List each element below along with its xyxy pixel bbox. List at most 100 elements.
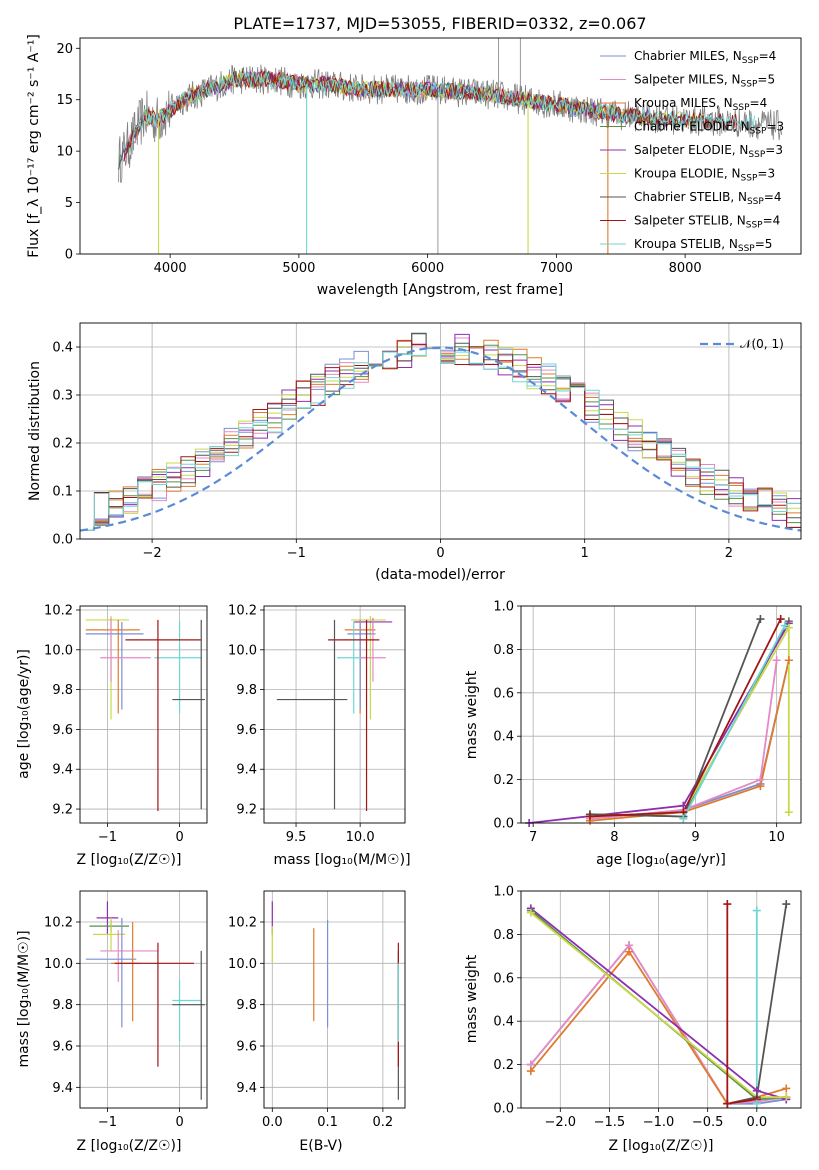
x-tick-label: 8 [610,830,618,845]
axes-frame [79,890,208,1109]
x-tick-label: 0 [436,546,444,561]
y-tick-label: 9.6 [236,1040,257,1055]
y-tick-label: 9.6 [52,723,73,738]
y-tick-label: 0.4 [52,341,73,356]
x-tick-label: 0 [175,1115,183,1130]
plot-area [85,615,205,812]
weight-series-line [528,622,790,823]
legend-entry: Kroupa STELIB, NSSP=5 [634,237,772,254]
weight-series-line [726,904,757,1105]
x-tick-label: −1 [98,830,117,845]
weight-point-marker [784,623,793,632]
x-tick-label: 2 [725,546,733,561]
p8-xlabel: Z [log₁₀(Z/Z☉)] [609,1138,714,1154]
y-tick-label: 0.2 [493,1058,514,1073]
x-tick-label: 0.0 [746,1115,767,1130]
y-tick-label: 0.3 [52,389,73,404]
weight-point-marker [756,615,765,624]
model-fit-line [123,69,738,162]
y-tick-label: 0.8 [493,643,514,658]
y-tick-label: 0.4 [493,730,514,745]
x-tick-label: 4000 [154,261,187,276]
weight-point-marker [784,808,793,817]
y-tick-label: 9.8 [52,683,73,698]
weight-point-marker [782,1093,791,1102]
residual-histogram-step [80,347,801,531]
x-tick-label: −1 [287,546,306,561]
figure-title: PLATE=1737, MJD=53055, FIBERID=0332, z=0… [233,14,646,33]
y-tick-label: 9.4 [236,763,257,778]
legend-entry: Chabrier MILES, NSSP=4 [634,49,776,66]
x-tick-label: 8000 [669,261,702,276]
p6-xlabel: Z [log₁₀(Z/Z☉)] [77,1138,182,1154]
y-tick-label: 0.0 [493,817,514,832]
weight-point-marker [723,1099,732,1108]
p3-xlabel: Z [log₁₀(Z/Z☉)] [77,852,182,868]
p7-xlabel: E(B-V) [299,1138,342,1154]
y-tick-label: 0.4 [493,1015,514,1030]
x-tick-label: −1.5 [594,1115,626,1130]
weight-point-marker [782,900,791,909]
y-tick-label: 0.8 [493,928,514,943]
p8-ylabel: mass weight [464,954,480,1043]
p6-ylabel: mass [log₁₀(M/M☉)] [16,930,32,1067]
weight-point-marker [776,615,785,624]
x-tick-label: 0 [175,830,183,845]
weight-series-line [589,660,790,822]
weight-point-marker [752,1099,761,1108]
y-tick-label: 9.6 [236,723,257,738]
axes-frame [263,605,406,824]
plot-area [271,901,399,1100]
y-tick-label: 9.4 [52,1081,73,1096]
y-tick-label: 10.0 [228,643,257,658]
model-fit-line [128,71,756,154]
axes-frame [79,605,208,824]
age-vs-metallicity-panel: −1 0 9.2 9.4 9.6 9.8 10.0 10.2 [44,603,208,845]
x-tick-label: 10 [768,830,785,845]
y-tick-label: 5 [65,196,73,211]
legend-entry: Chabrier ELODIE, NSSP=3 [634,120,784,137]
x-tick-label: 7 [529,830,537,845]
legend-entry: Chabrier STELIB, NSSP=4 [634,190,782,207]
x-tick-label: −2 [143,546,162,561]
legend-entry: Salpeter STELIB, NSSP=4 [634,214,780,231]
y-tick-label: 10.0 [44,643,73,658]
y-tick-label: 0.6 [493,971,514,986]
legend-entry: Salpeter ELODIE, NSSP=3 [634,143,783,160]
normal-curve [80,346,801,532]
weight-vs-metallicity-panel: −2.0 −1.5 −1.0 −0.5 0.0 0.0 0.2 0.4 0.6 0.8 1.0 [493,885,802,1130]
y-tick-label: 9.4 [52,763,73,778]
age-vs-mass-panel: 9.5 10.0 9.2 9.4 9.6 9.8 10.0 10.2 [228,603,406,845]
y-tick-label: 1.0 [493,885,514,900]
weight-point-marker [679,814,688,823]
p3-ylabel: age [log₁₀(age/yr)] [16,649,32,779]
mass-vs-extinction-panel: 0.0 0.1 0.2 9.4 9.6 9.8 10.0 10.2 [228,890,406,1130]
p5-xlabel: age [log₁₀(age/yr)] [596,852,726,868]
plot-area [85,901,205,1100]
weight-series-line [589,624,790,818]
spectrum-panel: 4000 5000 6000 7000 8000 0 5 10 15 20 Chabrier MIL… [56,37,802,276]
weight-point-marker [723,900,732,909]
y-tick-label: 10.2 [44,603,73,618]
y-tick-label: 9.2 [236,803,257,818]
y-tick-label: 9.8 [52,998,73,1013]
y-tick-label: 0.2 [52,437,73,452]
y-tick-label: 9.8 [236,683,257,698]
histogram-xlabel: (data-model)/error [375,567,505,583]
y-tick-label: 10.0 [228,957,257,972]
spectrum-ylabel: Flux [f_λ 10⁻¹⁷ erg cm⁻² s⁻¹ A⁻¹] [26,34,42,258]
axes-frame [79,37,802,255]
p5-ylabel: mass weight [464,670,480,759]
x-tick-label: −1.0 [643,1115,675,1130]
y-tick-label: 10.2 [228,916,257,931]
spectrum-xlabel: wavelength [Angstrom, rest frame] [317,282,563,298]
p4-xlabel: mass [log₁₀(M/M☉)] [273,852,410,868]
legend-entry: Kroupa MILES, NSSP=4 [634,96,767,113]
x-tick-label: 9.5 [286,830,307,845]
x-tick-label: −2.0 [545,1115,577,1130]
weight-point-marker [756,782,765,791]
x-tick-label: −0.5 [692,1115,724,1130]
weight-point-marker [585,812,594,821]
model-fit-line [118,70,722,170]
axes-frame [263,890,406,1109]
